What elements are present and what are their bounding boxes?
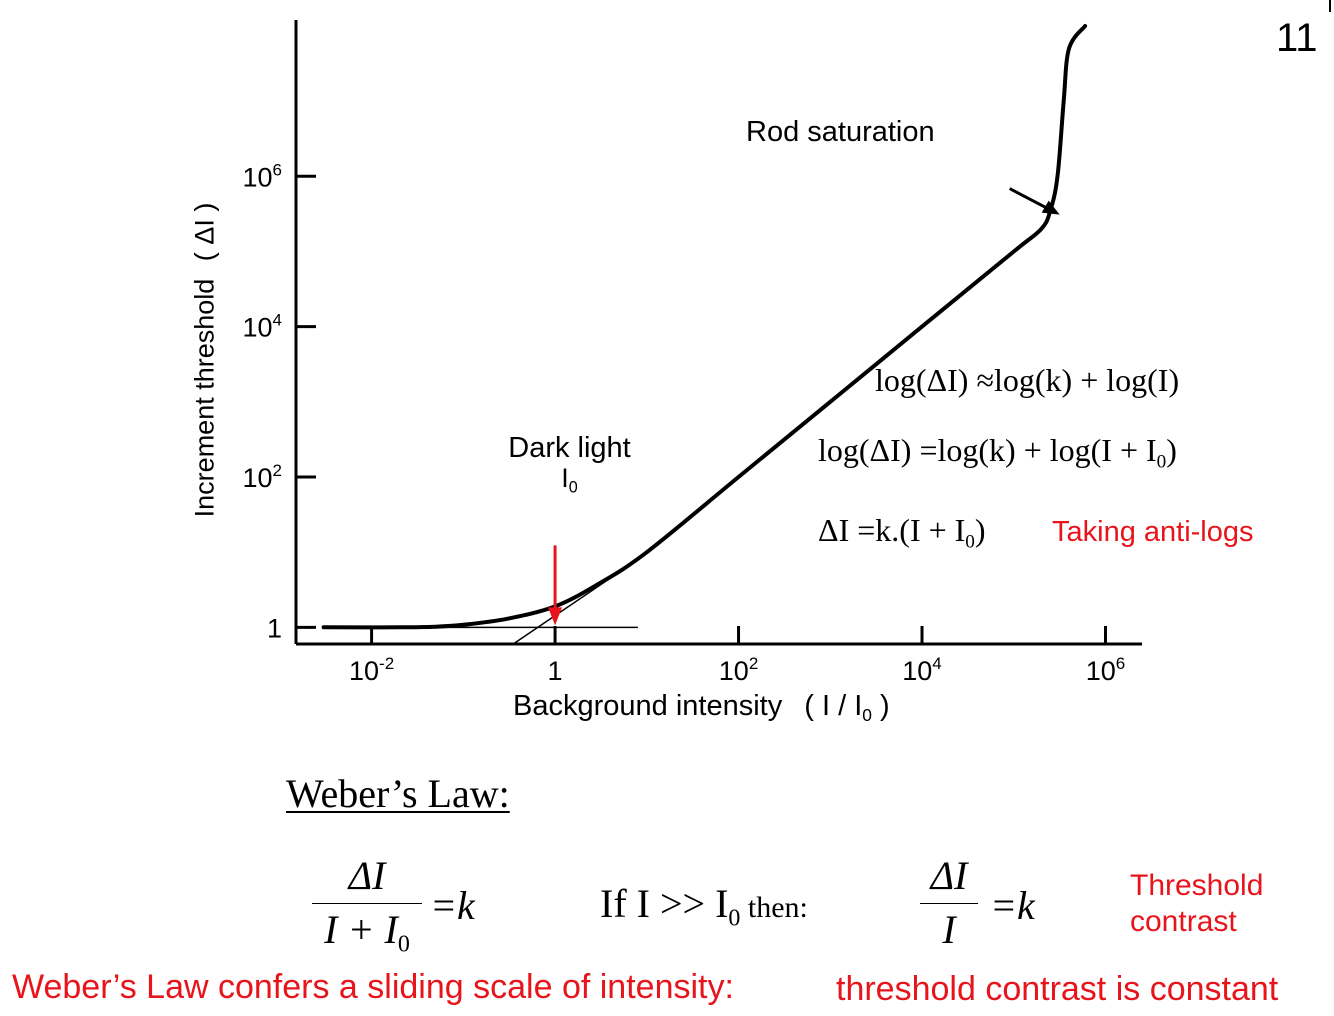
x-axis-label: Background intensity ( I / I0 ) [513,690,890,726]
eq3-close: ) [974,512,986,548]
x-axis-label-units: ( I / I0 ) [804,690,890,726]
threshold-line1: Threshold [1130,869,1264,902]
weber-condition: If I >> I0 then: [600,880,808,930]
x-units-close: ) [880,690,890,722]
threshold-curve-0 [321,24,1088,630]
weber-heading: Weber’s Law: [286,771,510,816]
footer-threshold-constant: threshold contrast is constant [836,970,1279,1008]
weber-fraction-2: ΔI I [920,852,978,953]
cond-then: then: [740,891,808,924]
weber-equals-k-2: =k [990,883,1035,928]
y-tick-label-1: 102 [242,461,282,493]
cond-sub: 0 [728,905,741,932]
slide-corner-mark [1329,0,1331,12]
x-tick-label-2: 102 [719,654,759,686]
dark-light-sub: 0 [568,478,578,497]
footer-sliding-scale: Weber’s Law confers a sliding scale of i… [12,968,734,1006]
frac1-bar [312,903,422,904]
eq2-main: log(ΔI) =log(k) + log(I + I [818,432,1157,468]
frac2-numerator: ΔI [930,853,968,898]
frac2-denominator: I [942,907,956,952]
y-axis-label-text: Increment threshold [189,278,220,518]
frac1-denominator: I + I0 [312,906,422,956]
weber-equals-k-1: =k [430,883,475,928]
eq3-main: ΔI =k.(I + I [818,512,966,548]
dark-light-arrow-head [548,607,563,626]
eq3-sub: 0 [965,531,975,553]
frac1-numerator: ΔI [348,853,386,898]
y-axis-label-units: ( ΔI ) [189,202,220,262]
equation-antilog: ΔI =k.(I + I0) [818,512,986,552]
increment-threshold-chart: 10-2 1 102 104 106 1 102 104 106 [242,20,1142,686]
rod-saturation-label: Rod saturation [746,116,935,148]
equation-log: log(ΔI) =log(k) + log(I + I0) [818,432,1177,472]
rod-saturation-arrow-head [1041,200,1060,215]
y-tick-label-2: 104 [242,311,282,343]
y-axis-label: Increment threshold ( ΔI ) [190,203,221,518]
frac1-den-main: I + I [324,907,398,952]
x-units-main: ( I / I [804,690,863,722]
x-tick-label-1: 1 [548,656,563,686]
equation-approx: log(ΔI) ≈log(k) + log(I) [875,362,1180,398]
frac1-den-sub: 0 [397,931,410,958]
x-tick-label-0: 10-2 [349,654,394,686]
dark-light-i: I [561,463,569,493]
weber-fraction-1: ΔI I + I0 [312,852,422,956]
threshold-contrast-note: Threshold contrast [1130,868,1263,940]
x-units-sub: 0 [862,705,872,726]
x-axis-label-text: Background intensity [513,690,783,722]
threshold-line2: contrast [1130,905,1237,938]
dark-light-line1: Dark light [508,432,631,464]
frac2-bar [920,903,978,904]
cond-main: If I >> I [600,881,729,926]
dark-light-line2: I0 [502,463,637,497]
x-tick-label-3: 104 [902,654,942,686]
dark-light-label: Dark light I0 [502,432,637,497]
y-tick-label-3: 106 [242,160,282,192]
eq2-close: ) [1166,432,1177,468]
x-tick-label-4: 106 [1086,654,1126,686]
eq2-sub: 0 [1156,451,1167,473]
y-tick-label-0: 1 [267,613,282,643]
rod-saturation-arrow-shaft [1008,187,1053,212]
anti-logs-note: Taking anti-logs [1052,516,1254,548]
slide-number: 11 [1276,16,1318,60]
